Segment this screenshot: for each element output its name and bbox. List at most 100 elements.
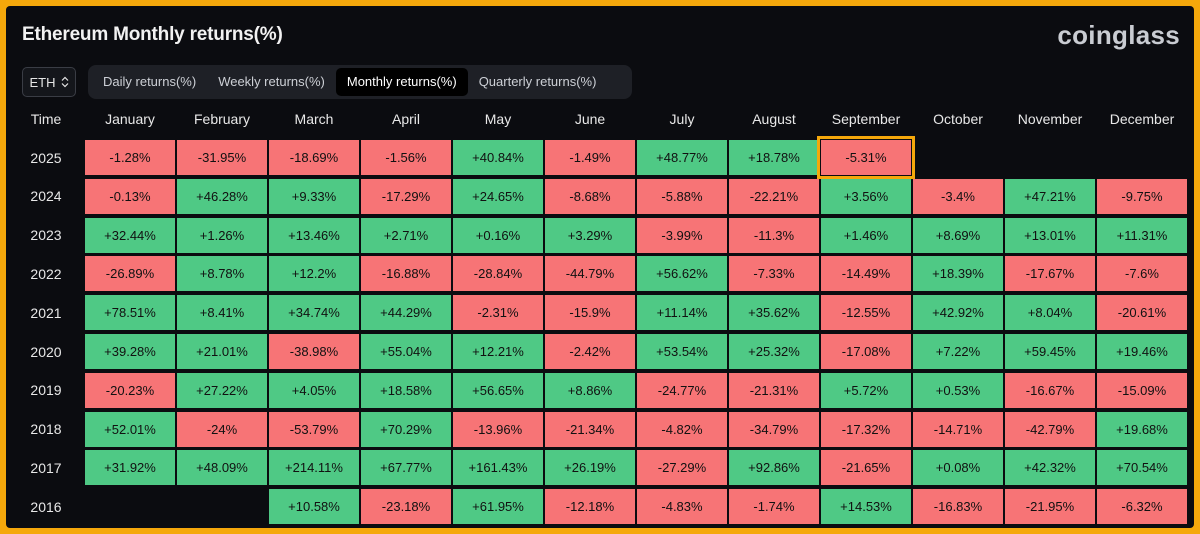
month-header-november: November [1017,111,1083,127]
returns-panel: Ethereum Monthly returns(%) coinglass ET… [6,6,1194,528]
month-header-december: December [1109,111,1175,127]
return-cell-2017-january: +31.92% [85,450,175,486]
return-cell-2021-october: +42.92% [913,295,1003,331]
time-column-header: Time [30,111,62,127]
return-cell-2023-november: +13.01% [1005,217,1095,253]
return-cell-2019-november: -16.67% [1005,372,1095,408]
year-label-2020: 2020 [30,343,62,360]
return-cell-2017-august: +92.86% [729,450,819,486]
return-cell-2018-october: -14.71% [913,411,1003,447]
return-cell-2023-december: +11.31% [1097,217,1187,253]
return-cell-2021-november: +8.04% [1005,295,1095,331]
return-cell-2024-july: -5.88% [637,178,727,214]
return-cell-2016-september: +14.53% [821,489,911,525]
symbol-select[interactable]: ETH [22,67,76,97]
return-cell-2022-july: +56.62% [637,256,727,292]
return-cell-2022-november: -17.67% [1005,256,1095,292]
return-cell-2017-november: +42.32% [1005,450,1095,486]
return-cell-2017-september: -21.65% [821,450,911,486]
return-cell-2023-june: +3.29% [545,217,635,253]
month-header-may: May [484,111,512,127]
return-cell-2020-august: +25.32% [729,334,819,369]
return-cell-2018-january: +52.01% [85,411,175,447]
return-cell-2021-may: -2.31% [453,295,543,331]
return-cell-2025-january: -1.28% [85,140,175,175]
return-cell-2020-june: -2.42% [545,334,635,369]
return-cell-2020-september: -17.08% [821,334,911,369]
return-cell-2019-april: +18.58% [361,372,451,408]
return-cell-2016-june: -12.18% [545,489,635,525]
return-cell-2023-february: +1.26% [177,217,267,253]
return-cell-2017-february: +48.09% [177,450,267,486]
coinglass-logo[interactable]: coinglass [1057,20,1180,50]
year-label-2016: 2016 [30,498,62,515]
return-cell-2025-june: -1.49% [545,140,635,175]
month-header-february: February [193,111,251,127]
return-cell-2024-january: -0.13% [85,178,175,214]
return-cell-2024-february: +46.28% [177,178,267,214]
return-cell-2025-september: -5.31% [817,136,915,179]
return-cell-2019-february: +27.22% [177,372,267,408]
return-cell-2017-december: +70.54% [1097,450,1187,486]
return-cell-2022-february: +8.78% [177,256,267,292]
return-cell-2021-february: +8.41% [177,295,267,331]
return-cell-2018-april: +70.29% [361,411,451,447]
return-cell-2016-august: -1.74% [729,489,819,525]
return-cell-2025-march: -18.69% [269,140,359,175]
return-cell-2022-january: -26.89% [85,256,175,292]
return-cell-2023-october: +8.69% [913,217,1003,253]
return-cell-2016-november: -21.95% [1005,489,1095,525]
return-cell-2025-august: +18.78% [729,140,819,175]
return-cell-2022-april: -16.88% [361,256,451,292]
return-cell-2022-october: +18.39% [913,256,1003,292]
return-cell-2017-may: +161.43% [453,450,543,486]
return-cell-2023-august: -11.3% [729,217,819,253]
return-cell-2016-december: -6.32% [1097,489,1187,525]
return-cell-2020-december: +19.46% [1097,334,1187,369]
return-cell-2022-march: +12.2% [269,256,359,292]
return-cell-2019-august: -21.31% [729,372,819,408]
month-header-july: July [669,111,695,127]
return-cell-2018-february: -24% [177,411,267,447]
return-cell-2023-may: +0.16% [453,217,543,253]
return-cell-2019-december: -15.09% [1097,372,1187,408]
return-cell-2025-february: -31.95% [177,140,267,175]
tab-daily-returns[interactable]: Daily returns(%) [103,74,197,89]
month-header-april: April [391,111,420,127]
year-label-2019: 2019 [30,382,62,399]
return-cell-2024-august: -22.21% [729,178,819,214]
return-cell-2018-may: -13.96% [453,411,543,447]
return-cell-2020-february: +21.01% [177,334,267,369]
return-cell-2019-january: -20.23% [85,372,175,408]
return-cell-2023-july: -3.99% [637,217,727,253]
return-cell-2023-january: +32.44% [85,217,175,253]
return-cell-2018-september: -17.32% [821,411,911,447]
tab-monthly-returns[interactable]: Monthly returns(%) [335,68,468,96]
return-cell-2020-january: +39.28% [85,334,175,369]
return-cell-2022-september: -14.49% [821,256,911,292]
month-header-june: June [574,111,606,127]
return-cell-2021-march: +34.74% [269,295,359,331]
return-cell-2019-october: +0.53% [913,372,1003,408]
return-cell-2023-september: +1.46% [821,217,911,253]
return-cell-2018-june: -21.34% [545,411,635,447]
return-cell-2024-march: +9.33% [269,178,359,214]
return-cell-2017-march: +214.11% [269,450,359,486]
return-cell-2021-december: -20.61% [1097,295,1187,331]
return-cell-2017-june: +26.19% [545,450,635,486]
year-label-2017: 2017 [30,459,62,476]
tab-weekly-returns[interactable]: Weekly returns(%) [218,74,325,89]
year-label-2024: 2024 [30,188,62,205]
return-cell-2018-december: +19.68% [1097,411,1187,447]
return-cell-2020-april: +55.04% [361,334,451,369]
return-cell-2021-april: +44.29% [361,295,451,331]
return-cell-2021-june: -15.9% [545,295,635,331]
return-cell-2016-october: -16.83% [913,489,1003,525]
return-cell-2019-july: -24.77% [637,372,727,408]
return-cell-2017-april: +67.77% [361,450,451,486]
year-label-2018: 2018 [30,421,62,438]
return-cell-2020-october: +7.22% [913,334,1003,369]
return-cell-2023-march: +13.46% [269,217,359,253]
return-cell-2021-january: +78.51% [85,295,175,331]
tab-quarterly-returns[interactable]: Quarterly returns(%) [478,74,597,89]
